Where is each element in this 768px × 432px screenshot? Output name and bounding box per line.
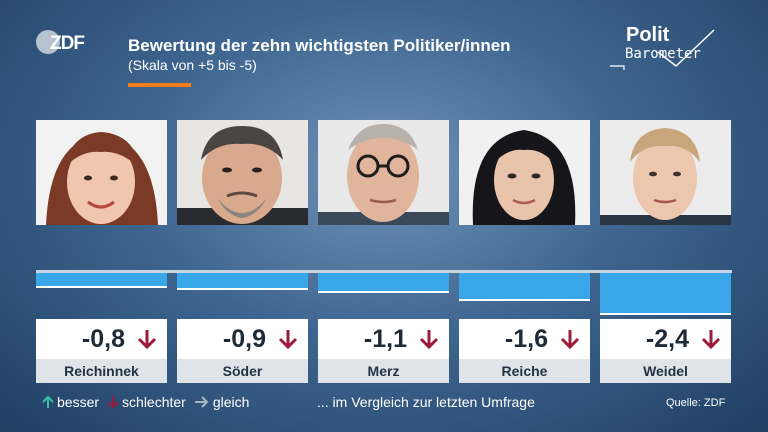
zdf-logo-ring <box>36 30 60 54</box>
trend-arrow-down-icon <box>278 330 298 350</box>
portrait-reiche <box>459 120 590 225</box>
trend-arrow-down-icon <box>137 330 157 350</box>
politbarometer-word-polit: Polit <box>626 24 670 46</box>
data-label-2: -1,1 <box>363 325 407 353</box>
category-label-0: Reichinnek <box>36 359 167 383</box>
title-accent-line <box>128 83 191 87</box>
politbarometer-logo: Polit Barometer <box>610 22 720 72</box>
category-label-1: Söder <box>177 359 308 383</box>
legend-worse: schlechter <box>107 394 186 410</box>
value-box-0: -0,8 <box>36 319 167 359</box>
value-box-1: -0,9 <box>177 319 308 359</box>
bar-end-line-1 <box>177 287 308 290</box>
arrow-down-icon <box>107 396 119 409</box>
bar-4 <box>600 273 731 313</box>
trend-arrow-down-icon <box>701 330 721 350</box>
politbarometer-word-barometer: Barometer <box>625 46 701 62</box>
legend-same-label: gleich <box>212 394 250 410</box>
value-box-3: -1,6 <box>459 319 590 359</box>
checkmark-icon <box>610 29 715 70</box>
legend-note: ... im Vergleich zur letzten Umfrage <box>317 394 535 410</box>
trend-arrow-down-icon <box>419 330 439 350</box>
zero-baseline <box>36 270 732 273</box>
portrait-merz <box>318 120 449 225</box>
category-label-3: Reiche <box>459 359 590 383</box>
legend-worse-label: schlechter <box>122 394 186 410</box>
zdf-logo: ZDF <box>36 30 88 56</box>
portrait-weidel <box>600 120 731 225</box>
zdf-logo-text: ZDF <box>50 33 85 54</box>
portrait-soeder <box>177 120 308 225</box>
data-label-1: -0,9 <box>222 325 266 353</box>
chart-title: Bewertung der zehn wichtigsten Politiker… <box>128 36 511 55</box>
value-box-2: -1,1 <box>318 319 449 359</box>
data-label-3: -1,6 <box>504 325 548 353</box>
bar-end-line-4 <box>600 312 731 315</box>
data-label-0: -0,8 <box>81 325 125 353</box>
legend-better-label: besser <box>57 394 100 410</box>
bar-1 <box>177 273 308 288</box>
source-label: Quelle: ZDF <box>666 397 726 409</box>
portrait-reichinnek <box>36 120 167 225</box>
category-label-4: Weidel <box>600 359 731 383</box>
category-label-2: Merz <box>318 359 449 383</box>
bar-end-line-2 <box>318 291 449 294</box>
bar-2 <box>318 273 449 292</box>
bar-end-line-3 <box>459 299 590 302</box>
trend-arrow-down-icon <box>560 330 580 350</box>
value-box-4: -2,4 <box>600 319 731 359</box>
bar-3 <box>459 273 590 300</box>
arrow-up-icon <box>42 395 54 408</box>
bar-end-line-0 <box>36 286 167 289</box>
chart-subtitle: (Skala von +5 bis -5) <box>128 57 257 73</box>
legend-better: besser <box>42 394 99 410</box>
data-label-4: -2,4 <box>645 325 689 353</box>
legend-same: gleich <box>194 394 250 410</box>
legend: besser schlechter gleich <box>42 394 257 410</box>
arrow-right-icon <box>194 396 209 408</box>
bar-0 <box>36 273 167 287</box>
